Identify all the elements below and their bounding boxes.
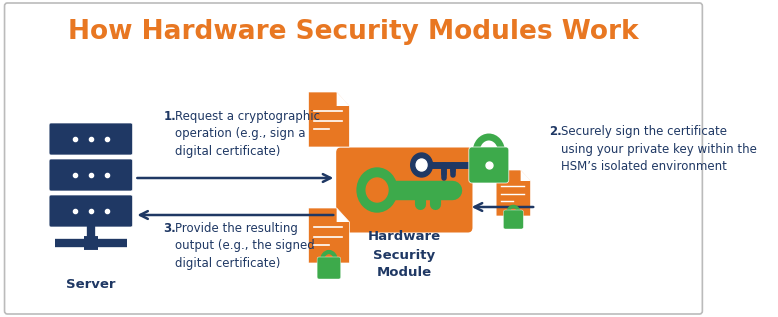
FancyBboxPatch shape	[49, 159, 133, 191]
FancyBboxPatch shape	[317, 257, 341, 279]
Polygon shape	[308, 208, 349, 263]
Text: Securely sign the certificate
using your private key within the
HSM’s isolated e: Securely sign the certificate using your…	[561, 125, 756, 173]
FancyBboxPatch shape	[469, 147, 509, 183]
Text: How Hardware Security Modules Work: How Hardware Security Modules Work	[68, 19, 639, 45]
FancyBboxPatch shape	[336, 147, 472, 232]
Polygon shape	[337, 92, 349, 106]
FancyBboxPatch shape	[49, 123, 133, 155]
Text: Server: Server	[66, 279, 116, 292]
Polygon shape	[337, 208, 349, 222]
Circle shape	[357, 168, 397, 212]
FancyBboxPatch shape	[503, 210, 524, 229]
Text: Provide the resulting
output (e.g., the signed
digital certificate): Provide the resulting output (e.g., the …	[175, 222, 315, 270]
Circle shape	[366, 178, 388, 202]
Circle shape	[411, 153, 433, 177]
Polygon shape	[496, 170, 531, 216]
Circle shape	[416, 159, 427, 171]
Polygon shape	[308, 92, 349, 147]
Text: 3.: 3.	[163, 222, 177, 235]
Text: 2.: 2.	[548, 125, 562, 138]
Text: Hardware
Security
Module: Hardware Security Module	[368, 230, 441, 280]
FancyBboxPatch shape	[5, 3, 703, 314]
Polygon shape	[520, 170, 531, 181]
FancyBboxPatch shape	[49, 195, 133, 227]
Text: Request a cryptographic
operation (e.g., sign a
digital certificate): Request a cryptographic operation (e.g.,…	[175, 110, 321, 158]
Text: 1.: 1.	[163, 110, 177, 123]
